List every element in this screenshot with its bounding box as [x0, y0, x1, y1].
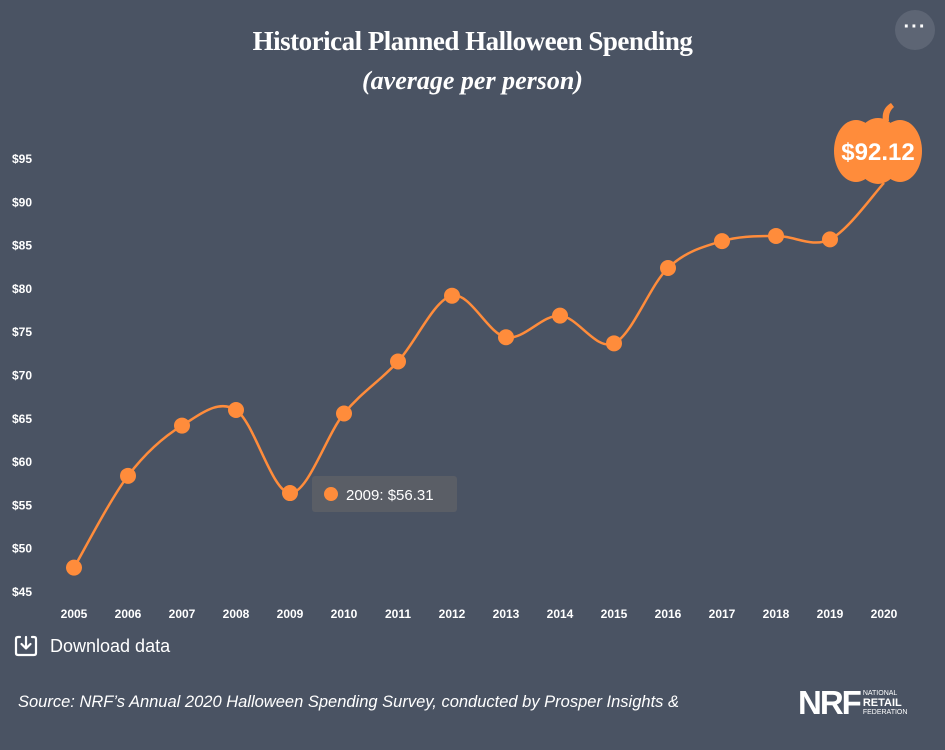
- y-tick-label: $55: [12, 498, 32, 512]
- data-point: [120, 467, 136, 484]
- data-point: [552, 307, 568, 324]
- data-point: [606, 335, 622, 352]
- x-tick-label: 2018: [763, 607, 790, 621]
- download-data-button[interactable]: Download data: [14, 634, 170, 658]
- x-tick-label: 2010: [331, 607, 358, 621]
- tooltip-box: [312, 476, 457, 513]
- data-point: [498, 329, 514, 346]
- data-point: [768, 227, 784, 244]
- data-point: [444, 287, 460, 304]
- y-tick-label: $80: [12, 282, 32, 296]
- source-note: Source: NRF’s Annual 2020 Halloween Spen…: [18, 693, 679, 711]
- x-tick-label: 2007: [169, 607, 196, 621]
- x-tick-label: 2006: [115, 607, 142, 621]
- y-tick-label: $90: [12, 195, 32, 209]
- download-icon: [14, 635, 38, 657]
- x-tick-label: 2017: [709, 607, 736, 621]
- line-chart: $95 $90 $85 $80 $75 $70 $65 $60 $55 $50 $45 2005 200…: [12, 102, 922, 621]
- chart-title: Historical Planned Halloween Spending: [252, 26, 693, 56]
- y-tick-label: $95: [12, 152, 32, 166]
- pumpkin-stem-icon: [882, 102, 894, 121]
- download-data-label: Download data: [50, 635, 171, 656]
- nrf-logo-line1: National: [862, 689, 898, 697]
- pumpkin-lobe: [854, 117, 902, 184]
- x-tick-label: 2005: [61, 607, 88, 621]
- x-tick-label: 2014: [547, 607, 574, 621]
- more-horizontal-icon: ···: [903, 16, 927, 38]
- nrf-logo-line2: Retail: [862, 696, 902, 709]
- pumpkin-value-label: $92.12: [841, 139, 914, 166]
- x-tick-label: 2009: [277, 607, 304, 621]
- y-tick-label: $70: [12, 369, 32, 383]
- x-tick-label: 2020: [871, 607, 898, 621]
- x-tick-label: 2015: [601, 607, 628, 621]
- y-tick-label: $45: [12, 585, 32, 599]
- x-tick-label: 2016: [655, 607, 682, 621]
- data-point: [822, 231, 838, 248]
- y-tick-label: $50: [12, 542, 32, 556]
- chart-subtitle: (average per person): [362, 66, 583, 95]
- nrf-logo: NRF National Retail Federation: [798, 684, 907, 722]
- data-point: [714, 233, 730, 250]
- y-tick-label: $85: [12, 239, 32, 253]
- x-tick-label: 2008: [223, 607, 250, 621]
- pumpkin-highlight: $92.12: [834, 102, 922, 184]
- tooltip-marker: [324, 487, 338, 502]
- nrf-logo-mark: NRF: [798, 684, 862, 721]
- y-tick-label: $75: [12, 325, 32, 339]
- data-point: [282, 485, 298, 502]
- y-tick-label: $65: [12, 412, 32, 426]
- x-tick-label: 2019: [817, 607, 844, 621]
- data-point: [66, 559, 82, 576]
- x-tick-label: 2012: [439, 607, 466, 621]
- data-point: [390, 353, 406, 370]
- data-point: [174, 417, 190, 434]
- x-tick-label: 2011: [385, 607, 411, 621]
- nrf-logo-line3: Federation: [862, 708, 908, 716]
- x-tick-label: 2013: [493, 607, 520, 621]
- data-point: [336, 405, 352, 422]
- series-line: [72, 182, 885, 569]
- y-tick-label: $60: [12, 455, 32, 469]
- more-options-button[interactable]: ···: [895, 10, 935, 50]
- data-point: [660, 259, 676, 276]
- tooltip: 2009: $56.31: [312, 476, 457, 513]
- data-point: [228, 402, 244, 419]
- tooltip-text: 2009: $56.31: [346, 487, 434, 504]
